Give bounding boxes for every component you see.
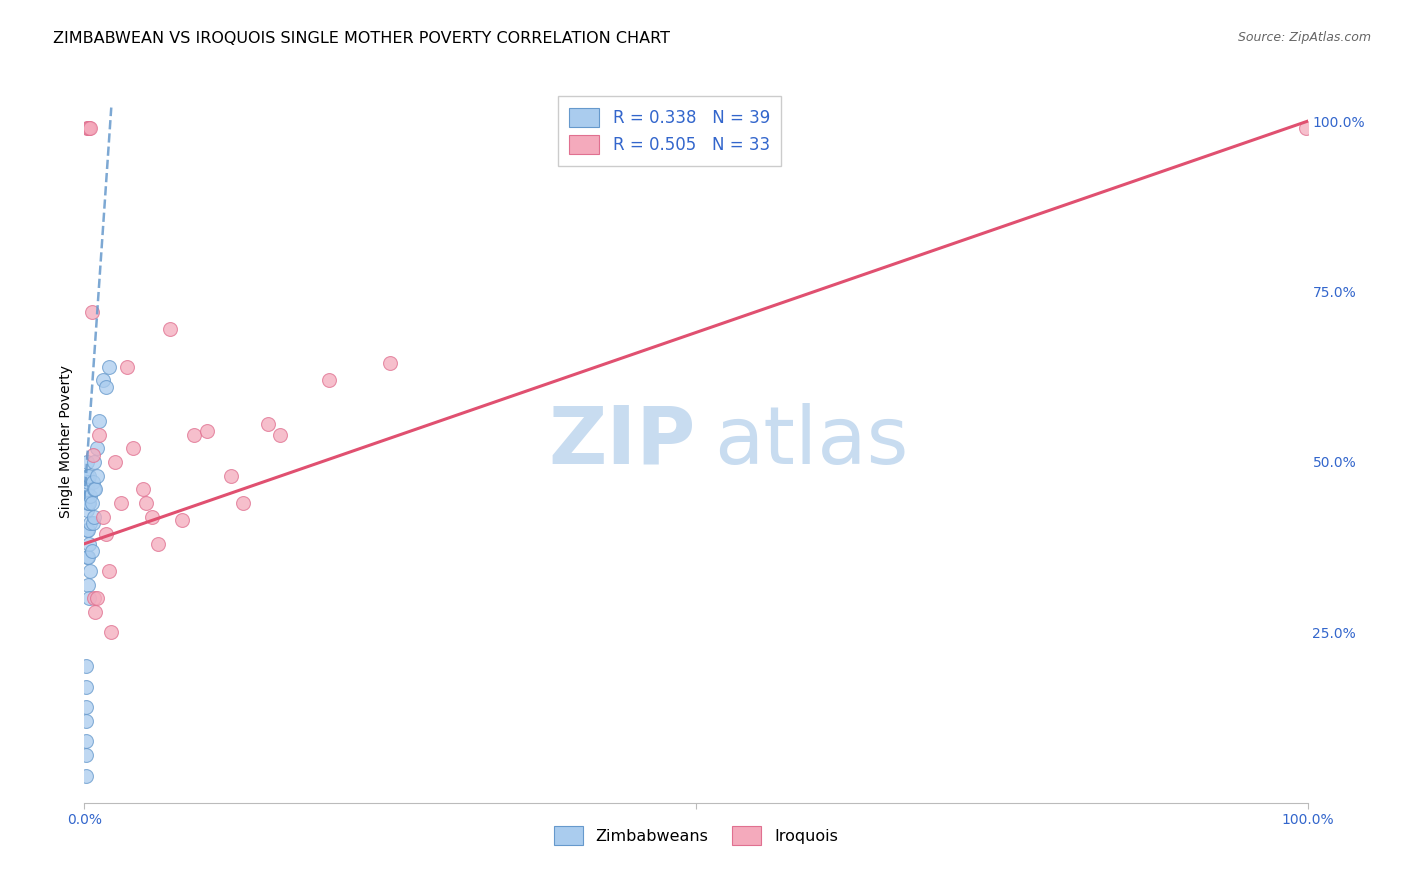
Point [76,482,98,496]
Point [269,427,291,442]
Point [79,489,101,503]
Point [91,509,114,524]
Point [86,468,108,483]
Point [82,448,104,462]
Point [76,502,98,516]
Point [77,550,100,565]
Point [91,373,114,387]
Point [257,417,280,432]
Point [77,475,100,490]
Point [83,591,105,606]
Point [77,496,100,510]
Point [141,509,163,524]
Point [82,516,104,531]
Text: ZIP: ZIP [548,402,696,481]
Point [172,513,194,527]
Point [76,523,98,537]
Point [77,496,100,510]
Point [83,455,105,469]
Point [380,356,402,370]
Point [84,482,107,496]
Text: atlas: atlas [714,402,908,481]
Point [75,700,97,714]
Point [97,564,120,578]
Point [82,475,104,490]
Point [80,543,103,558]
Point [79,120,101,135]
Point [87,427,110,442]
Point [97,359,120,374]
Point [75,748,97,763]
Point [146,537,169,551]
Point [76,550,98,565]
Point [159,322,181,336]
Point [110,496,132,510]
Point [75,659,97,673]
Point [79,564,101,578]
Point [135,496,157,510]
Point [122,442,145,456]
Point [76,120,98,135]
Point [96,526,118,541]
Point [83,509,105,524]
Point [76,455,98,469]
Point [232,496,254,510]
Point [86,591,108,606]
Legend: Zimbabweans, Iroquois: Zimbabweans, Iroquois [546,818,846,853]
Point [75,714,97,728]
Point [195,425,218,439]
Point [219,468,242,483]
Point [77,120,100,135]
Point [115,359,138,374]
Point [77,577,100,591]
Point [318,373,340,387]
Text: ZIMBABWEAN VS IROQUOIS SINGLE MOTHER POVERTY CORRELATION CHART: ZIMBABWEAN VS IROQUOIS SINGLE MOTHER POV… [53,31,671,46]
Point [76,468,98,483]
Point [80,496,103,510]
Point [75,734,97,748]
Point [86,442,108,456]
Point [132,482,155,496]
Point [80,305,103,319]
Point [75,768,97,782]
Point [104,455,127,469]
Y-axis label: Single Mother Poverty: Single Mother Poverty [59,365,73,518]
Point [100,625,122,640]
Point [77,468,100,483]
Point [77,537,100,551]
Point [84,605,107,619]
Point [1295,120,1317,135]
Point [75,680,97,694]
Point [79,516,101,531]
Point [77,120,100,135]
Point [83,482,105,496]
Point [183,427,205,442]
Point [77,523,100,537]
Point [96,380,118,394]
Point [77,591,100,606]
Point [87,414,110,428]
Text: Source: ZipAtlas.com: Source: ZipAtlas.com [1237,31,1371,45]
